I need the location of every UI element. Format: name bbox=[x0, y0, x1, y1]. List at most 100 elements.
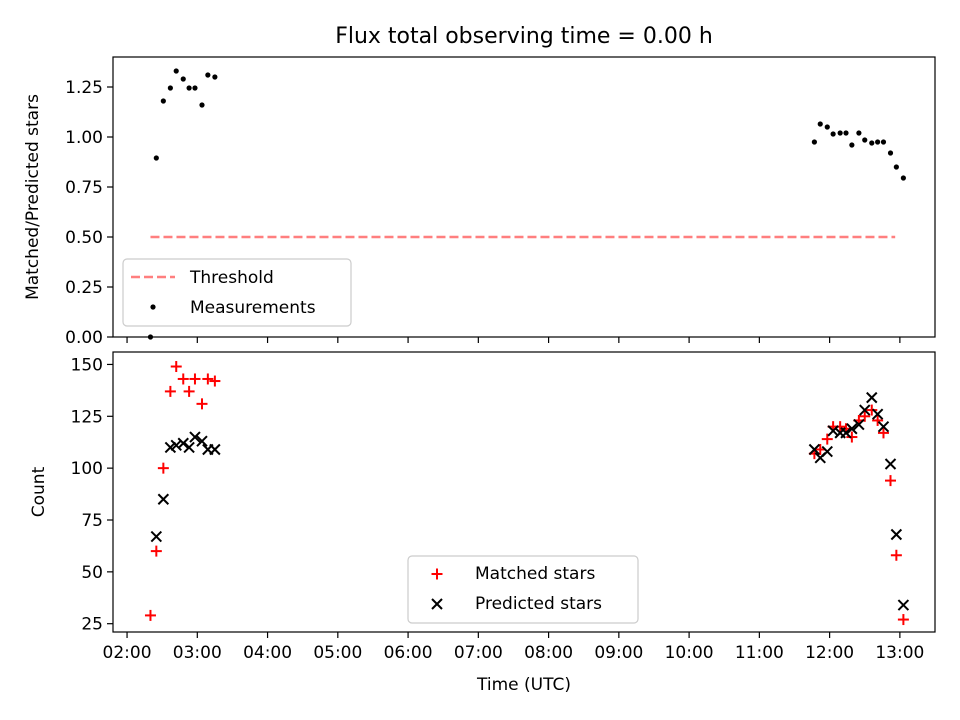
measurement-point bbox=[880, 139, 887, 145]
matched-star-point bbox=[150, 545, 162, 557]
matched-star-point bbox=[890, 549, 902, 561]
y-tick-label: 25 bbox=[81, 615, 103, 635]
measurement-point bbox=[824, 124, 830, 130]
x-tick-label: 08:00 bbox=[524, 643, 573, 663]
x-tick-label: 09:00 bbox=[594, 643, 643, 663]
matched-star-point bbox=[209, 375, 221, 387]
legend-threshold-label: Threshold bbox=[189, 268, 274, 288]
matched-star-point bbox=[897, 614, 909, 626]
top-legend: Threshold Measurements bbox=[122, 258, 352, 327]
measurement-point bbox=[180, 76, 186, 82]
measurement-point bbox=[837, 130, 843, 136]
predicted-star-point bbox=[897, 599, 910, 611]
y-tick-label: 0.50 bbox=[65, 228, 103, 248]
matched-star-point bbox=[877, 427, 889, 439]
y-tick-label: 100 bbox=[71, 459, 103, 479]
matched-star-point bbox=[885, 475, 897, 487]
predicted-star-point bbox=[183, 441, 195, 454]
y-tick-label: 50 bbox=[81, 563, 103, 583]
legend-matched-swatch bbox=[431, 568, 443, 580]
measurement-point bbox=[887, 150, 894, 156]
measurement-point bbox=[212, 74, 218, 80]
x-tick-label: 06:00 bbox=[384, 643, 433, 663]
matched-star-point bbox=[859, 410, 871, 422]
x-tick-label: 07:00 bbox=[454, 643, 503, 663]
x-tick-label: 10:00 bbox=[665, 643, 714, 663]
measurement-point bbox=[199, 102, 205, 108]
measurement-point bbox=[160, 98, 166, 104]
x-axis-label: Time (UTC) bbox=[476, 675, 571, 695]
predicted-star-point bbox=[170, 439, 182, 452]
measurement-point bbox=[811, 139, 817, 145]
predicted-star-point bbox=[821, 445, 833, 458]
measurement-point bbox=[875, 139, 881, 145]
measurement-point bbox=[173, 68, 179, 74]
x-tick-label: 05:00 bbox=[313, 643, 362, 663]
matched-star-point bbox=[164, 385, 176, 397]
figure-title: Flux total observing time = 0.00 h bbox=[335, 24, 713, 49]
measurement-point bbox=[205, 72, 211, 78]
predicted-star-point bbox=[884, 458, 897, 470]
top-legend-box bbox=[122, 258, 352, 327]
matched-star-point bbox=[157, 462, 169, 474]
measurement-point bbox=[167, 85, 173, 91]
y-tick-label: 125 bbox=[71, 407, 103, 427]
x-tick-label: 11:00 bbox=[735, 643, 784, 663]
matched-star-point bbox=[866, 404, 878, 416]
y-tick-label: 150 bbox=[71, 355, 103, 375]
y-tick-label: 1.00 bbox=[65, 128, 103, 148]
top-panel-marks bbox=[147, 68, 906, 340]
top-panel-frame bbox=[112, 56, 936, 338]
bottom-panel: 02:00 03:00 04:00 05:00 06:00 07:00 08:00 09:00… bbox=[29, 351, 936, 663]
x-tick-label: 03:00 bbox=[173, 643, 222, 663]
measurement-point bbox=[893, 164, 899, 170]
measurement-point bbox=[900, 175, 906, 181]
x-tick-label: 13:00 bbox=[875, 643, 924, 663]
y-tick-label: 0.25 bbox=[65, 278, 103, 298]
measurement-point bbox=[153, 155, 159, 161]
predicted-star-point bbox=[890, 528, 903, 541]
matched-star-point bbox=[189, 373, 201, 385]
predicted-star-point bbox=[877, 420, 890, 433]
x-tick-label: 04:00 bbox=[243, 643, 292, 663]
top-panel-ticks: 0.00 0.25 0.50 0.75 1.00 1.25 bbox=[65, 78, 901, 348]
measurement-point bbox=[849, 142, 855, 148]
legend-predicted-swatch bbox=[431, 598, 443, 610]
predicted-star-point bbox=[840, 427, 852, 439]
matched-star-point bbox=[821, 433, 833, 445]
measurement-point bbox=[192, 85, 198, 91]
matched-star-point bbox=[177, 373, 189, 385]
bottom-panel-marks bbox=[144, 361, 910, 626]
predicted-star-point bbox=[157, 493, 170, 505]
y-tick-label: 1.25 bbox=[65, 78, 103, 98]
matched-star-point bbox=[170, 361, 182, 373]
predicted-star-point bbox=[859, 404, 871, 416]
top-panel-ylabel: Matched/Predicted stars bbox=[23, 94, 43, 300]
predicted-star-point bbox=[196, 435, 208, 447]
matched-star-point bbox=[144, 609, 156, 621]
predicted-star-point bbox=[150, 530, 163, 543]
predicted-star-point bbox=[209, 443, 221, 456]
measurement-point bbox=[862, 137, 868, 143]
legend-predicted-label: Predicted stars bbox=[475, 594, 602, 614]
bottom-legend-box bbox=[407, 555, 639, 624]
predicted-star-point bbox=[853, 418, 865, 431]
matched-star-point bbox=[183, 385, 195, 397]
legend-matched-label: Matched stars bbox=[475, 564, 595, 584]
matched-star-point bbox=[202, 373, 214, 385]
y-tick-label: 0.75 bbox=[65, 178, 103, 198]
y-tick-label: 0.00 bbox=[65, 328, 103, 348]
predicted-star-point bbox=[846, 423, 858, 435]
predicted-star-point bbox=[177, 437, 189, 449]
measurement-point bbox=[817, 121, 823, 127]
predicted-star-point bbox=[827, 425, 839, 437]
bottom-panel-frame bbox=[112, 351, 936, 633]
predicted-star-point bbox=[189, 431, 201, 443]
measurement-point bbox=[186, 85, 192, 91]
y-tick-label: 75 bbox=[81, 511, 103, 531]
measurement-point bbox=[856, 130, 862, 136]
measurement-point bbox=[830, 131, 836, 137]
bottom-panel-ticks: 02:00 03:00 04:00 05:00 06:00 07:00 08:00 09:00… bbox=[71, 355, 925, 663]
predicted-star-point bbox=[808, 443, 821, 456]
x-tick-label: 12:00 bbox=[805, 643, 854, 663]
